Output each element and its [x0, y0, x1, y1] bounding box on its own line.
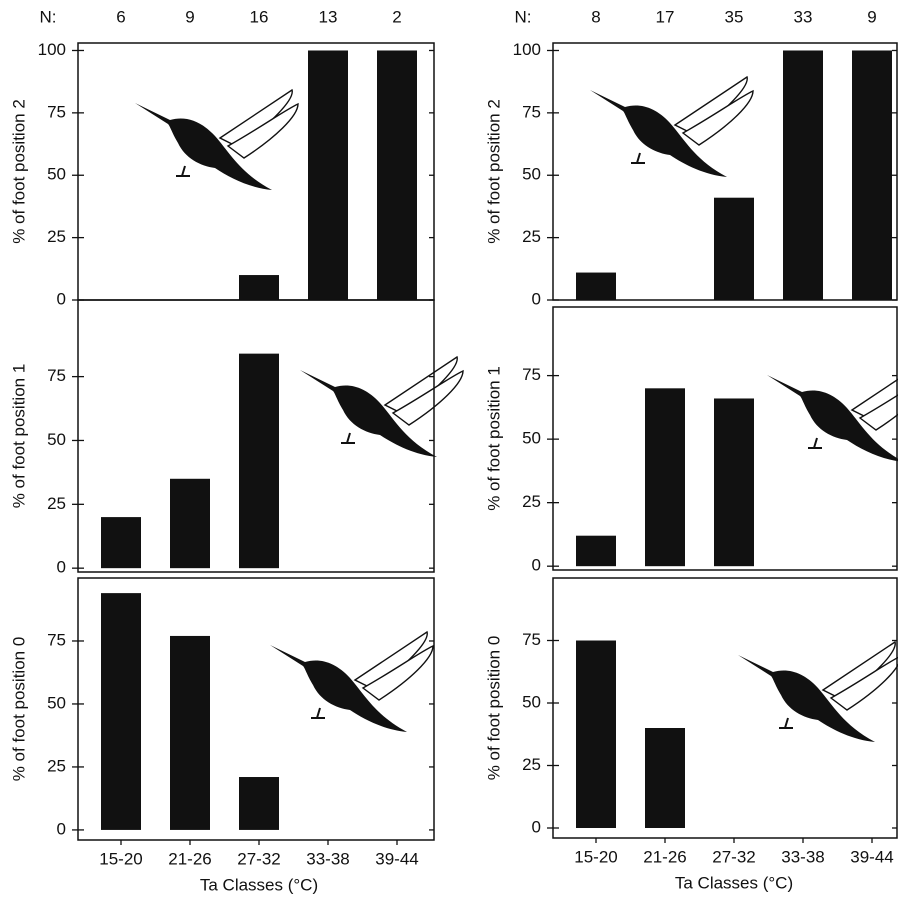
y-tick-label: 25	[47, 494, 66, 513]
y-tick-label: 75	[522, 365, 541, 384]
bird-illustration	[766, 361, 898, 463]
y-tick-label: 0	[532, 556, 541, 575]
y-tick-label: 50	[522, 692, 541, 711]
y-tick-label: 75	[522, 630, 541, 649]
bar	[239, 275, 279, 300]
bar	[101, 517, 141, 569]
panel-frame	[77, 577, 435, 841]
n-value: 33	[794, 7, 813, 26]
y-tick-label: 0	[57, 289, 66, 308]
y-tick-label: 0	[532, 817, 541, 836]
y-axis-label: % of foot position 2	[9, 99, 28, 244]
n-value: 16	[250, 7, 269, 26]
n-value: 17	[656, 7, 675, 26]
bird-illustration	[737, 641, 898, 743]
x-tick-label: 15-20	[99, 849, 142, 868]
y-axis-label: % of foot position 0	[9, 637, 28, 782]
bar	[645, 388, 685, 567]
n-label: N:	[515, 7, 532, 26]
x-tick-label: 39-44	[850, 847, 893, 866]
y-tick-label: 75	[522, 102, 541, 121]
bar	[170, 478, 210, 569]
panel-frame	[77, 299, 435, 573]
y-tick-label: 25	[47, 756, 66, 775]
y-tick-label: 50	[47, 693, 66, 712]
n-value: 8	[591, 7, 600, 26]
bar	[852, 50, 892, 300]
y-axis-label: % of foot position 2	[484, 99, 503, 244]
n-value: 9	[867, 7, 876, 26]
bar	[239, 777, 279, 830]
y-tick-label: 25	[522, 492, 541, 511]
y-tick-label: 25	[522, 227, 541, 246]
n-value: 13	[319, 7, 338, 26]
y-tick-label: 100	[513, 40, 541, 59]
bar	[308, 50, 348, 300]
bird-illustration	[589, 76, 754, 178]
n-value: 9	[185, 7, 194, 26]
x-tick-label: 27-32	[237, 849, 280, 868]
bar	[714, 398, 754, 567]
bar	[101, 593, 141, 830]
y-tick-label: 25	[522, 755, 541, 774]
n-label: N:	[40, 7, 57, 26]
x-axis-label: Ta Classes (°C)	[200, 875, 318, 894]
y-tick-label: 0	[532, 289, 541, 308]
panel-frame	[552, 577, 898, 839]
bird-illustration	[134, 89, 299, 191]
x-tick-label: 33-38	[306, 849, 349, 868]
bar	[576, 535, 616, 567]
y-tick-label: 50	[522, 429, 541, 448]
y-tick-label: 75	[47, 630, 66, 649]
x-tick-label: 21-26	[168, 849, 211, 868]
y-tick-label: 75	[47, 102, 66, 121]
y-tick-label: 100	[38, 40, 66, 59]
y-tick-label: 50	[47, 165, 66, 184]
y-tick-label: 50	[522, 165, 541, 184]
x-axis-label: Ta Classes (°C)	[675, 873, 793, 892]
x-tick-label: 15-20	[574, 847, 617, 866]
n-value: 2	[392, 7, 401, 26]
y-tick-label: 75	[47, 366, 66, 385]
bar	[576, 640, 616, 828]
bar	[576, 272, 616, 300]
x-tick-label: 39-44	[375, 849, 418, 868]
x-tick-label: 33-38	[781, 847, 824, 866]
y-tick-label: 0	[57, 558, 66, 577]
bar	[377, 50, 417, 300]
x-tick-label: 27-32	[712, 847, 755, 866]
bird-illustration	[299, 356, 464, 458]
n-value: 6	[116, 7, 125, 26]
bar	[714, 197, 754, 300]
n-value: 35	[725, 7, 744, 26]
bar	[239, 353, 279, 569]
bar	[783, 50, 823, 300]
y-axis-label: % of foot position 0	[484, 636, 503, 781]
y-axis-label: % of foot position 1	[484, 366, 503, 511]
y-tick-label: 50	[47, 430, 66, 449]
y-tick-label: 0	[57, 819, 66, 838]
bar	[170, 635, 210, 830]
bird-illustration	[269, 631, 434, 733]
y-tick-label: 25	[47, 227, 66, 246]
x-tick-label: 21-26	[643, 847, 686, 866]
y-axis-label: % of foot position 1	[9, 364, 28, 509]
bar	[645, 728, 685, 828]
